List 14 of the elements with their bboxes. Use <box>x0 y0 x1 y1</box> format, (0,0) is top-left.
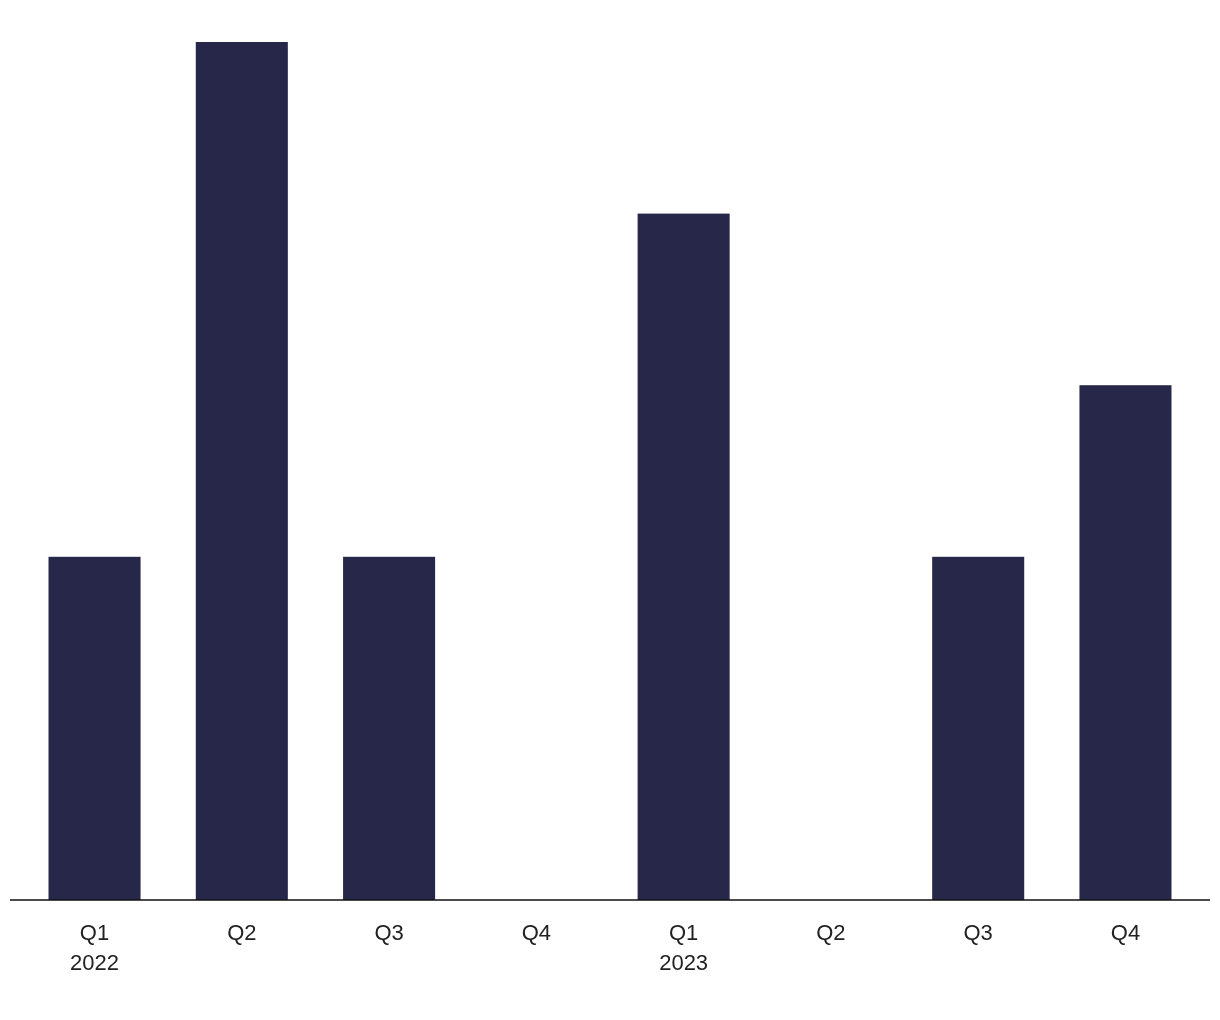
x-tick-label: Q2 <box>816 920 846 945</box>
x-tick-label: Q3 <box>963 920 993 945</box>
x-tick-label: Q3 <box>374 920 404 945</box>
bar <box>637 213 730 900</box>
bar <box>195 42 288 900</box>
bar <box>343 556 436 900</box>
bar <box>48 556 141 900</box>
x-tick-label: Q4 <box>521 920 552 945</box>
x-tick-label: Q1 2023 <box>659 920 709 975</box>
x-tick-label: Q4 <box>1110 920 1141 945</box>
bar <box>1079 385 1172 900</box>
x-tick-label: Q2 <box>227 920 257 945</box>
x-tick-label: Q1 2022 <box>70 920 120 975</box>
bar <box>932 556 1025 900</box>
